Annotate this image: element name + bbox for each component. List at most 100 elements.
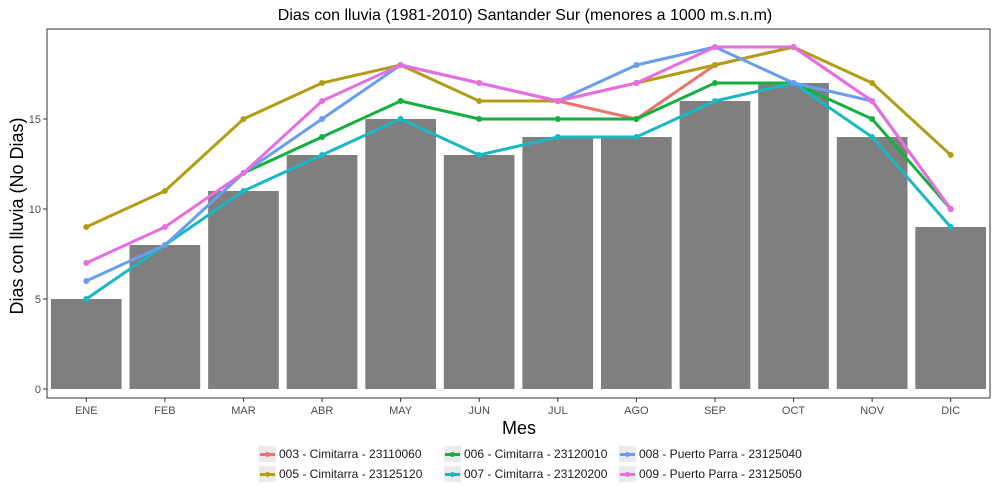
bar-oct: [758, 83, 829, 389]
x-tick-label: ENE: [75, 405, 98, 417]
chart-title: Dias con lluvia (1981-2010) Santander Su…: [278, 7, 772, 24]
series-point: [633, 62, 640, 68]
legend-key: [444, 446, 461, 462]
bar-may: [365, 119, 436, 389]
y-tick-label: 15: [29, 114, 41, 126]
x-axis-label: Mes: [502, 418, 536, 438]
x-tick-label: OCT: [782, 405, 806, 417]
bar-sep: [679, 101, 751, 389]
legend-label: 009 - Puerto Parra - 23125050: [639, 467, 802, 481]
series-point: [83, 296, 90, 302]
x-tick-label: ABR: [311, 405, 334, 417]
legend-item: 003 - Cimitarra - 23110060: [259, 446, 444, 462]
series-point: [869, 116, 876, 122]
legend-key: [619, 446, 636, 462]
plot-border: [46, 28, 991, 399]
legend: 003 - Cimitarra - 23110060 006 - Cimitarr…: [259, 446, 819, 482]
series-point: [869, 98, 876, 104]
legend-item: 009 - Puerto Parra - 23125050: [619, 466, 804, 482]
series-point: [712, 44, 718, 50]
series-point: [947, 224, 954, 230]
series-point: [869, 134, 876, 140]
series-point: [319, 134, 325, 140]
series-line: [85, 45, 952, 229]
series-point: [397, 98, 404, 104]
series-line: [242, 81, 952, 210]
series-point: [476, 116, 483, 122]
x-tick-label: MAY: [389, 405, 413, 417]
bar-dic: [915, 227, 986, 389]
legend-label: 005 - Cimitarra - 23125120: [279, 467, 423, 481]
legend-item: 007 - Cimitarra - 23120200: [444, 466, 619, 482]
bar-nov: [836, 137, 908, 389]
series-point: [712, 62, 718, 68]
series-point: [240, 170, 247, 176]
series-point: [83, 224, 90, 230]
y-tick-label: 5: [35, 294, 41, 306]
y-axis-label: Dias con lluvia (No Dias): [7, 117, 27, 314]
series-point: [633, 80, 640, 86]
series-point: [554, 116, 561, 122]
plot-area: [50, 44, 986, 389]
bar-ago: [601, 137, 672, 389]
bar-jun: [443, 155, 515, 389]
series-point: [319, 152, 325, 158]
legend-item: 005 - Cimitarra - 23125120: [259, 466, 444, 482]
series-point: [83, 260, 90, 266]
series-point: [476, 152, 483, 158]
legend-key: [259, 466, 276, 482]
series-point: [319, 80, 325, 86]
bar-ene: [50, 299, 122, 389]
series-6: [83, 44, 954, 266]
series-point: [397, 116, 404, 122]
legend-key: [619, 466, 636, 482]
series-point: [947, 206, 954, 212]
bar-feb: [129, 245, 201, 389]
legend-item: 008 - Puerto Parra - 23125040: [619, 446, 804, 462]
x-tick-label: NOV: [860, 405, 885, 417]
series-point: [240, 188, 247, 194]
bar-mar: [208, 191, 279, 389]
series-point: [712, 80, 718, 86]
x-tick-label: JUL: [548, 405, 568, 417]
series-point: [554, 98, 561, 104]
series-point: [161, 242, 168, 248]
series-point: [790, 44, 797, 50]
x-tick-label: AGO: [624, 405, 649, 417]
series-point: [161, 224, 168, 230]
series-point: [397, 62, 404, 68]
series-line: [85, 81, 952, 301]
series-point: [83, 278, 90, 284]
bar-jul: [522, 137, 594, 389]
legend-key: [259, 446, 276, 462]
series-point: [869, 80, 876, 86]
x-tick-label: DIC: [941, 405, 960, 417]
x-tick-label: SEP: [704, 405, 726, 417]
series-point: [319, 116, 325, 122]
x-tick-label: FEB: [154, 405, 175, 417]
series-point: [633, 116, 640, 122]
legend-key: [444, 466, 461, 482]
series-point: [712, 98, 718, 104]
series-point: [790, 80, 797, 86]
series-point: [240, 116, 247, 122]
legend-label: 008 - Puerto Parra - 23125040: [639, 447, 802, 461]
series-point: [947, 152, 954, 158]
y-tick-label: 0: [35, 384, 41, 396]
legend-label: 007 - Cimitarra - 23120200: [464, 467, 608, 481]
legend-label: 006 - Cimitarra - 23120010: [464, 447, 608, 461]
series-point: [633, 134, 640, 140]
bar-abr: [286, 155, 358, 389]
y-tick-label: 10: [29, 204, 41, 216]
legend-label: 003 - Cimitarra - 23110060: [279, 447, 422, 461]
legend-item: 006 - Cimitarra - 23120010: [444, 446, 619, 462]
series-point: [319, 98, 325, 104]
x-tick-label: MAR: [231, 405, 256, 417]
series-point: [554, 134, 561, 140]
series-point: [476, 80, 483, 86]
x-tick-label: JUN: [469, 405, 490, 417]
series-line: [85, 45, 952, 265]
series-point: [476, 98, 483, 104]
axes: 0 5 10 15 ENE FEB MAR ABR MAY JUN JUL AGO SEP OCT NOV D…: [29, 28, 991, 417]
